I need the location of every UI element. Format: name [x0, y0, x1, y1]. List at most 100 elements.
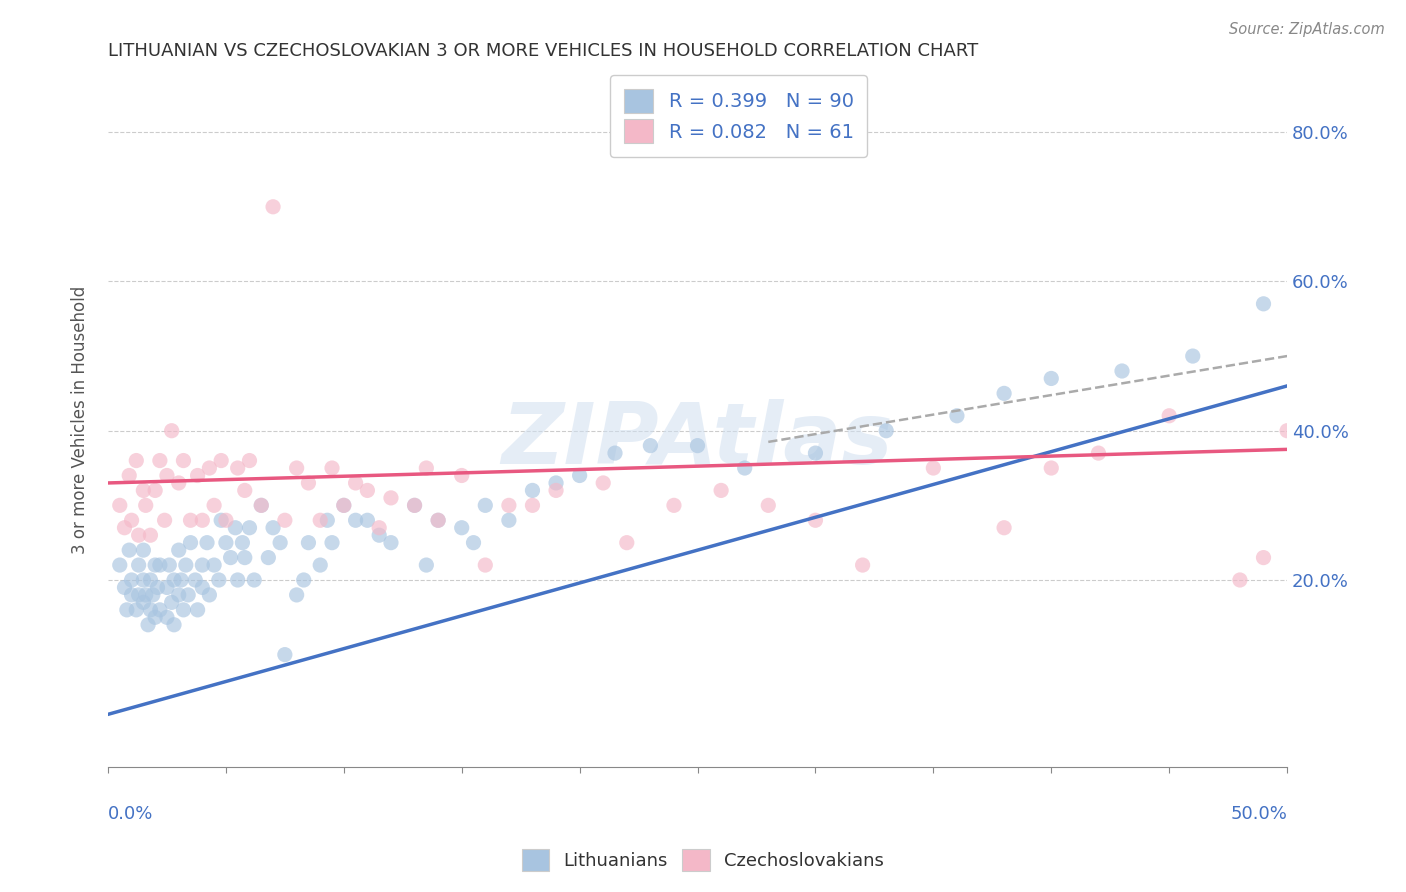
- Point: [187, 468, 209, 483]
- Point: [128, 588, 150, 602]
- Point: [191, 558, 214, 572]
- Point: [993, 386, 1015, 401]
- Point: [250, 499, 273, 513]
- Point: [231, 535, 253, 549]
- Point: [153, 513, 176, 527]
- Point: [344, 475, 367, 490]
- Point: [118, 468, 141, 483]
- Point: [160, 595, 183, 609]
- Point: [474, 499, 496, 513]
- Point: [804, 513, 827, 527]
- Point: [121, 513, 143, 527]
- Point: [1253, 550, 1275, 565]
- Point: [143, 483, 166, 498]
- Point: [852, 558, 875, 572]
- Point: [114, 521, 136, 535]
- Point: [257, 550, 280, 565]
- Point: [946, 409, 969, 423]
- Text: 0.0%: 0.0%: [108, 805, 153, 823]
- Point: [640, 439, 662, 453]
- Point: [427, 513, 450, 527]
- Point: [156, 468, 179, 483]
- Text: Source: ZipAtlas.com: Source: ZipAtlas.com: [1229, 22, 1385, 37]
- Point: [993, 521, 1015, 535]
- Point: [734, 461, 756, 475]
- Point: [297, 535, 319, 549]
- Point: [132, 483, 155, 498]
- Point: [180, 513, 202, 527]
- Point: [875, 424, 897, 438]
- Point: [262, 200, 284, 214]
- Point: [202, 499, 225, 513]
- Point: [114, 581, 136, 595]
- Point: [380, 491, 402, 505]
- Text: 50.0%: 50.0%: [1230, 805, 1286, 823]
- Point: [269, 535, 291, 549]
- Point: [149, 453, 172, 467]
- Point: [522, 483, 544, 498]
- Point: [1111, 364, 1133, 378]
- Point: [1087, 446, 1109, 460]
- Point: [344, 513, 367, 527]
- Point: [686, 439, 709, 453]
- Point: [146, 581, 169, 595]
- Point: [380, 535, 402, 549]
- Point: [139, 603, 162, 617]
- Point: [172, 453, 194, 467]
- Point: [118, 543, 141, 558]
- Point: [1181, 349, 1204, 363]
- Point: [177, 588, 200, 602]
- Point: [292, 573, 315, 587]
- Point: [321, 535, 343, 549]
- Point: [450, 521, 472, 535]
- Point: [163, 573, 186, 587]
- Text: LITHUANIAN VS CZECHOSLOVAKIAN 3 OR MORE VEHICLES IN HOUSEHOLD CORRELATION CHART: LITHUANIAN VS CZECHOSLOVAKIAN 3 OR MORE …: [108, 42, 979, 60]
- Point: [167, 475, 190, 490]
- Point: [321, 461, 343, 475]
- Point: [187, 603, 209, 617]
- Point: [404, 499, 426, 513]
- Point: [215, 513, 238, 527]
- Point: [404, 499, 426, 513]
- Point: [1159, 409, 1181, 423]
- Point: [191, 513, 214, 527]
- Point: [125, 453, 148, 467]
- Point: [121, 588, 143, 602]
- Point: [710, 483, 733, 498]
- Point: [922, 461, 945, 475]
- Point: [191, 581, 214, 595]
- Point: [195, 535, 218, 549]
- Point: [1040, 371, 1063, 385]
- Point: [115, 603, 138, 617]
- Point: [498, 513, 520, 527]
- Point: [108, 499, 131, 513]
- Point: [309, 513, 332, 527]
- Point: [238, 521, 260, 535]
- Point: [427, 513, 450, 527]
- Point: [139, 528, 162, 542]
- Point: [149, 603, 172, 617]
- Point: [662, 499, 685, 513]
- Point: [309, 558, 332, 572]
- Point: [603, 446, 626, 460]
- Point: [163, 617, 186, 632]
- Point: [128, 558, 150, 572]
- Point: [568, 468, 591, 483]
- Point: [250, 499, 273, 513]
- Point: [415, 461, 437, 475]
- Point: [209, 513, 232, 527]
- Point: [1275, 424, 1298, 438]
- Point: [238, 453, 260, 467]
- Point: [143, 610, 166, 624]
- Point: [233, 550, 256, 565]
- Point: [108, 558, 131, 572]
- Point: [128, 528, 150, 542]
- Point: [143, 558, 166, 572]
- Point: [262, 521, 284, 535]
- Point: [522, 499, 544, 513]
- Point: [215, 535, 238, 549]
- Point: [208, 573, 231, 587]
- Point: [132, 573, 155, 587]
- Legend: R = 0.399   N = 90, R = 0.082   N = 61: R = 0.399 N = 90, R = 0.082 N = 61: [610, 75, 868, 157]
- Point: [174, 558, 197, 572]
